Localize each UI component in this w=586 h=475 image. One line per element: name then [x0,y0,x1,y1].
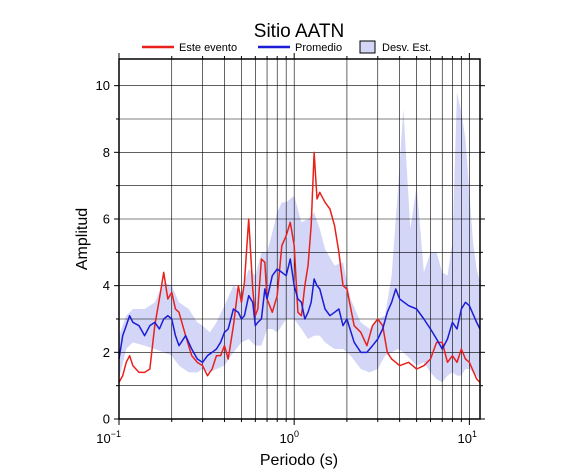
y-tick-label: 10 [96,78,110,93]
x-tick-label-1: 100 [280,429,299,446]
y-tick-label: 6 [103,212,110,227]
x-tick-label-0: 10−1 [96,429,121,446]
series-line-promedio [118,258,481,364]
chart-title: Sitio AATN [254,21,344,42]
legend-label-este-evento: Este evento [179,42,237,54]
y-tick-label: 4 [103,278,110,293]
legend: Este evento Promedio Desv. Est. [142,40,431,54]
series-line-este-evento [118,151,481,383]
y-tick-label: 8 [103,145,110,160]
series-layer [118,151,481,383]
legend-label-desv-est: Desv. Est. [382,42,431,54]
y-tick-label: 0 [103,412,110,427]
y-axis-label: Amplitud [74,208,91,270]
x-axis-label: Periodo (s) [260,452,338,469]
std-dev-band [119,92,480,383]
axes-layer: 10−1 100 101 0 2 4 6 8 10 [96,53,485,446]
plot-frame [118,58,481,420]
std-dev-band-layer [119,92,480,383]
y-tick-label: 2 [103,345,110,360]
grid-layer [118,59,480,419]
legend-swatch-desv-est [359,40,376,54]
legend-label-promedio: Promedio [295,42,342,54]
x-tick-label-2: 101 [458,429,477,446]
